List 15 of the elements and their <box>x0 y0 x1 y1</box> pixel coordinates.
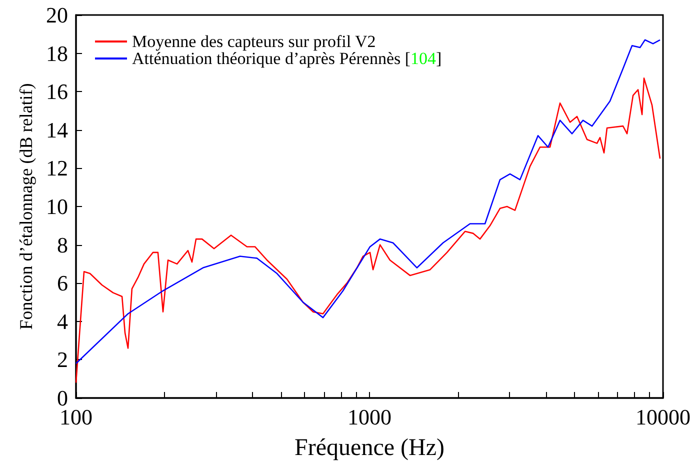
x-axis-title: Fréquence (Hz) <box>294 435 444 461</box>
y-tick-label: 12 <box>46 156 68 181</box>
y-tick-label: 2 <box>57 347 68 372</box>
x-tick-label: 1000 <box>348 404 392 430</box>
y-tick-label: 20 <box>46 2 68 28</box>
y-tick-label: 18 <box>46 40 68 66</box>
x-tick-label: 10000 <box>636 404 690 430</box>
y-tick-label: 8 <box>57 232 68 258</box>
y-tick-label: 4 <box>57 308 68 334</box>
y-tick-label: 6 <box>57 270 68 296</box>
y-axis-title: Fonction d’étalonnage (dB relatif) <box>16 83 36 330</box>
y-tick-label: 10 <box>46 194 68 219</box>
y-tick-label: 16 <box>46 79 68 104</box>
legend-label: Moyenne des capteurs sur profil V2 <box>132 32 376 51</box>
y-tick-label: 14 <box>46 117 68 142</box>
